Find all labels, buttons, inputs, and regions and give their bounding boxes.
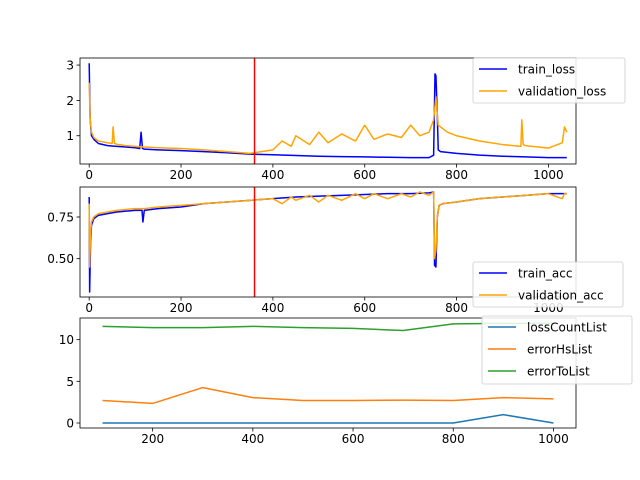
- y-tick-label: 1: [66, 129, 74, 143]
- legend-label: validation_acc: [518, 289, 604, 303]
- legend-label: errorToList: [527, 365, 590, 379]
- x-tick-label: 800: [445, 301, 468, 315]
- y-tick-label: 0: [66, 417, 74, 431]
- y-tick-label: 2: [66, 94, 74, 108]
- y-tick-label: 0.75: [47, 211, 74, 225]
- x-tick-label: 0: [85, 168, 93, 182]
- x-tick-label: 0: [85, 301, 93, 315]
- legend-label: validation_loss: [518, 85, 606, 99]
- series-line-validation_loss: [88, 82, 568, 155]
- legend-box: [481, 315, 633, 385]
- series-line-errorToList: [102, 322, 554, 332]
- legend-label: lossCountList: [527, 321, 607, 335]
- x-tick-label: 600: [342, 432, 365, 446]
- series-line-train_loss: [88, 63, 567, 159]
- legend-label: errorHsList: [527, 343, 593, 357]
- plot-area: [88, 187, 567, 297]
- y-tick-label: 3: [66, 59, 74, 73]
- axes-frame: [79, 186, 577, 298]
- x-tick-label: 800: [445, 168, 468, 182]
- subplot-2: 0 200 400 600 800 10000.500.75train_accvalida…: [47, 186, 624, 315]
- x-tick-label: 1000: [533, 168, 564, 182]
- plot-area: [102, 322, 554, 424]
- x-tick-label: 200: [170, 301, 193, 315]
- legend: train_acc validation_acc: [472, 261, 624, 308]
- x-tick-label: 800: [442, 432, 465, 446]
- subplot-3: 200 400 600 800 1000 0 5 10 lossCountList errorHs…: [59, 315, 633, 446]
- legend-label: train_loss: [518, 63, 575, 77]
- x-tick-label: 600: [353, 168, 376, 182]
- legend: lossCountList errorHsList errorToList: [481, 315, 633, 385]
- x-tick-label: 400: [261, 168, 284, 182]
- x-tick-label: 400: [241, 432, 264, 446]
- y-tick-label: 10: [59, 333, 74, 347]
- legend-box: [472, 261, 624, 308]
- y-tick-label: 5: [66, 375, 74, 389]
- series-line-errorHsList: [102, 386, 554, 405]
- x-tick-label: 400: [261, 301, 284, 315]
- legend: train_loss validation_loss: [472, 57, 626, 104]
- y-tick-label: 0.50: [47, 252, 74, 266]
- x-tick-label: 600: [353, 301, 376, 315]
- legend-box: [472, 57, 626, 104]
- subplot-1: 0 200 400 600 800 1000 1 2 3 train_loss validation…: [66, 57, 626, 182]
- x-tick-label: 200: [170, 168, 193, 182]
- series-line-validation_acc: [88, 191, 567, 268]
- legend-label: train_acc: [518, 267, 572, 281]
- plot-area: [88, 58, 568, 164]
- x-tick-label: 1000: [538, 432, 569, 446]
- series-line-lossCountList: [102, 413, 554, 424]
- axes-frame: [79, 57, 577, 165]
- x-tick-label: 200: [141, 432, 164, 446]
